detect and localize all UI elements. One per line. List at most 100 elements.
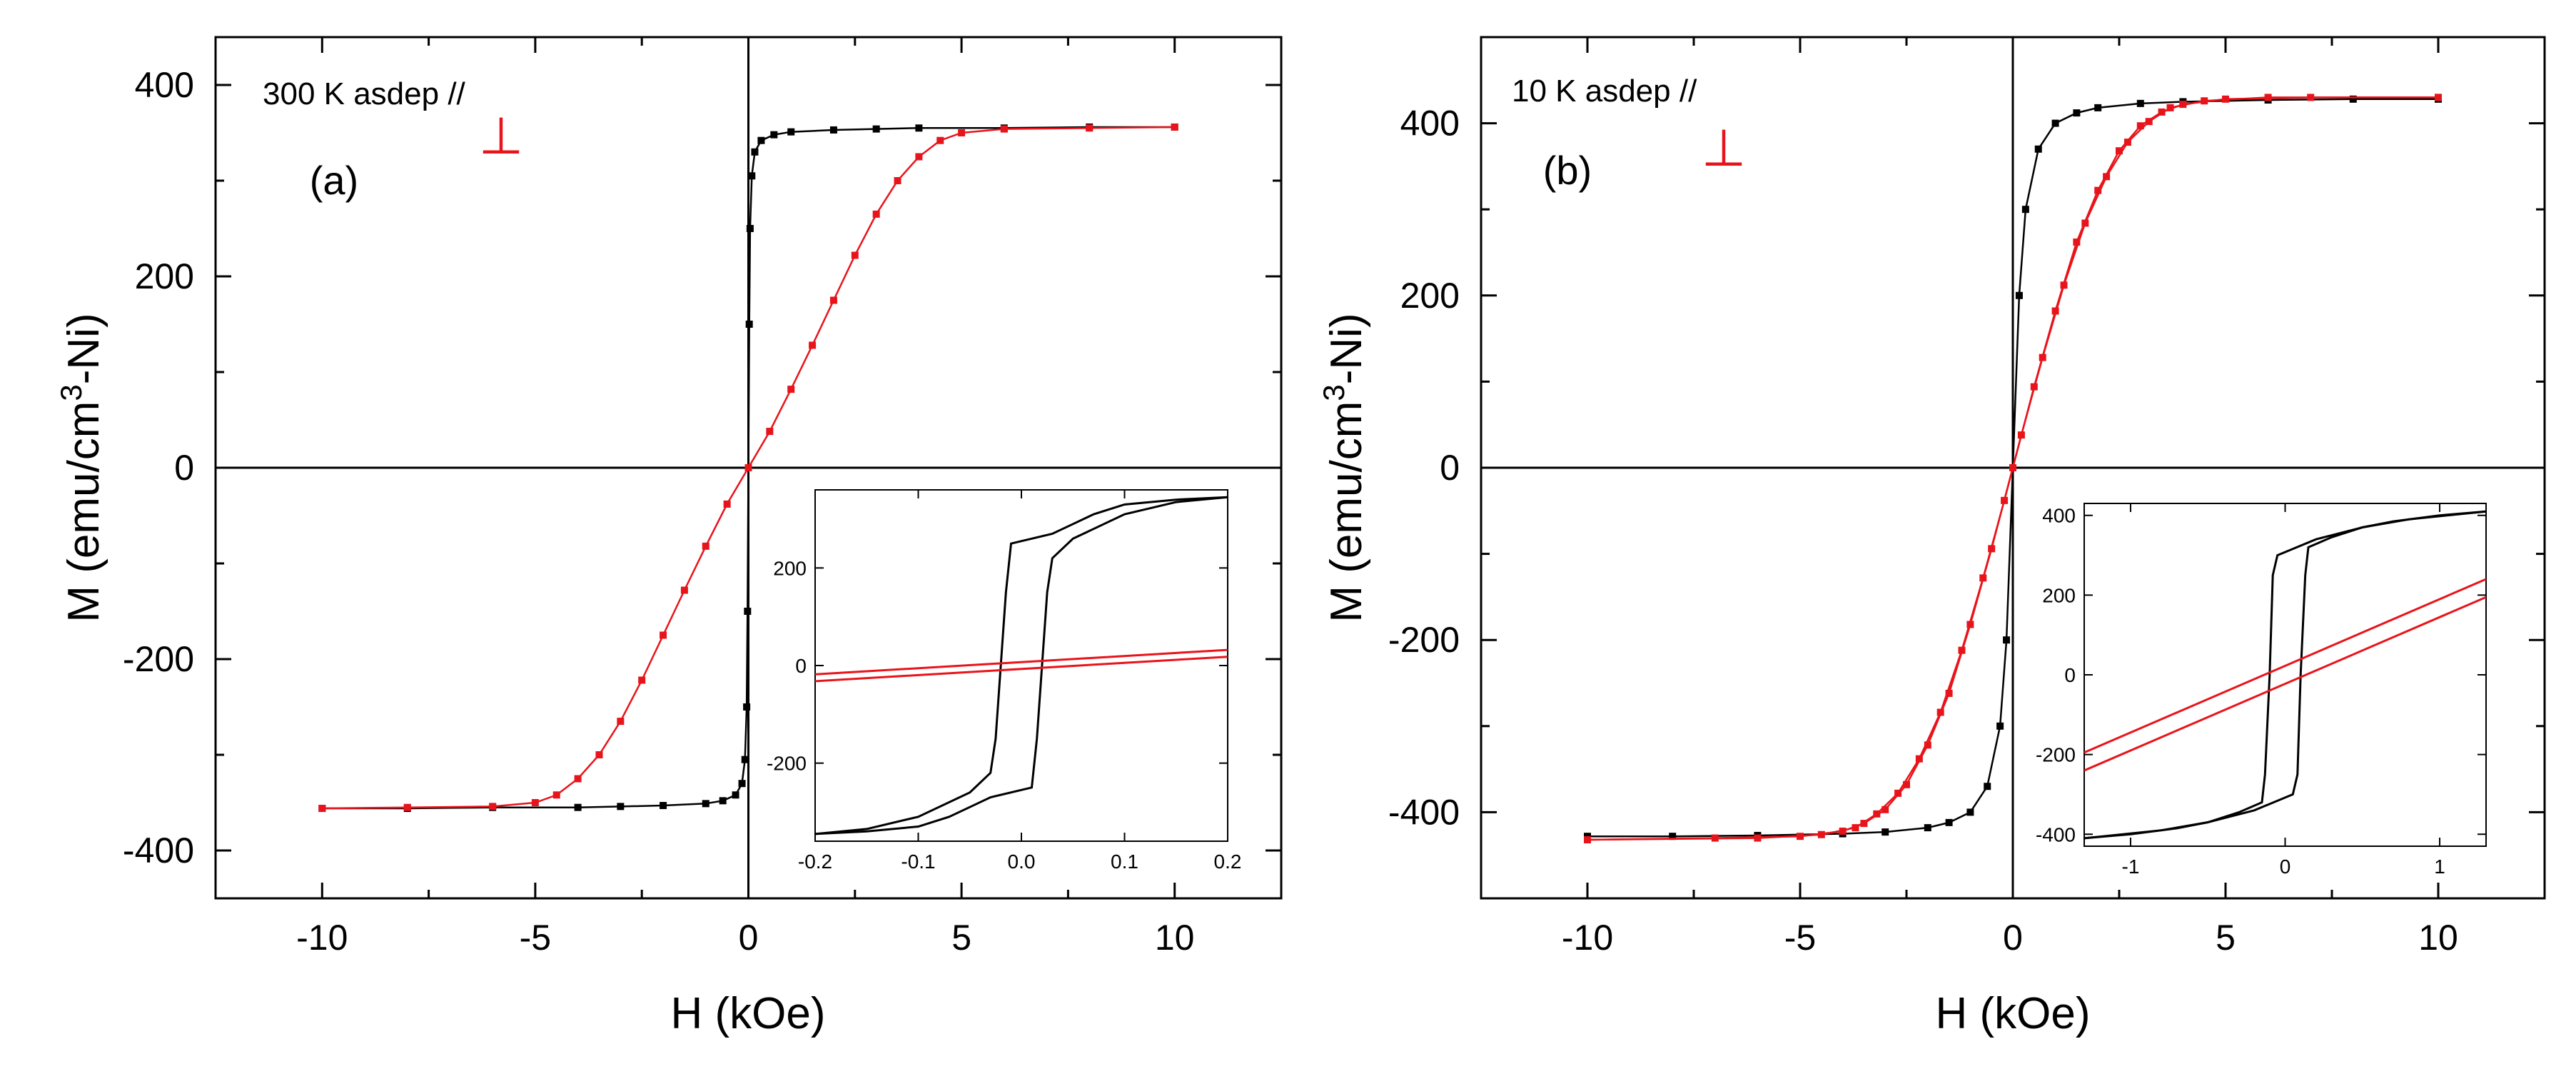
data-point [617, 718, 625, 726]
y-axis-title-part: M (emu/cm [59, 401, 108, 623]
data-point [1711, 834, 1719, 842]
data-point [702, 800, 709, 808]
data-point [1996, 722, 2004, 730]
x-tick-label: 0 [739, 918, 759, 958]
data-point [719, 797, 727, 805]
x-tick-label: -10 [296, 918, 348, 958]
y-tick-label: -400 [123, 830, 194, 870]
legend-annotation: 10 K asdep // [1512, 74, 1697, 109]
inset-y-tick-label: -200 [767, 753, 807, 775]
y-axis-title-part: -Ni) [1322, 313, 1371, 384]
data-point [766, 428, 774, 436]
data-point [1171, 123, 1178, 131]
data-point [1894, 789, 1902, 797]
legend-annotation: 300 K asdep // [263, 76, 466, 111]
data-point [2081, 219, 2089, 227]
data-point [1945, 689, 1953, 697]
y-tick-label: -200 [123, 639, 194, 679]
data-point [851, 251, 859, 259]
y-axis-title-superscript: 3 [54, 384, 88, 401]
inset-frame [2083, 503, 2487, 847]
inset-y-tick-label: 200 [2042, 584, 2076, 606]
data-point [743, 703, 751, 711]
inset-plot: -0.2 -0.1 0.0 0.1 0.2 -200 0 200 [767, 489, 1242, 873]
data-point [2094, 186, 2102, 194]
y-tick-label: 400 [135, 65, 194, 105]
inset-series-line-perpendicular [815, 656, 1228, 683]
inset-x-tick-label: 0 [2280, 855, 2291, 878]
data-point [757, 136, 765, 144]
data-point [1860, 820, 1868, 828]
data-point [744, 608, 752, 615]
y-axis-title-part: -Ni) [59, 313, 108, 384]
data-point [1882, 805, 1889, 813]
data-point [1903, 781, 1910, 788]
data-point [745, 321, 753, 328]
data-point [2021, 206, 2029, 214]
data-point [1988, 545, 1996, 553]
data-point [829, 126, 837, 134]
data-point [2051, 119, 2059, 127]
data-point [660, 631, 667, 639]
data-point [1852, 824, 1859, 832]
x-tick-label: 0 [2003, 918, 2023, 958]
data-point [2094, 104, 2102, 111]
inset-plot: -1 0 1 -400 -200 0 200 400 [2036, 503, 2487, 878]
data-point [1000, 125, 1008, 133]
data-point [2073, 109, 2081, 117]
inset-x-tick-label: 0.2 [1214, 850, 1242, 873]
y-tick-label: -400 [1388, 792, 1460, 832]
data-point [2015, 291, 2023, 299]
data-point [1839, 827, 1847, 835]
data-point [638, 676, 646, 684]
inset-x-tick-label: -1 [2122, 855, 2140, 878]
data-point [2136, 99, 2144, 107]
data-point [723, 500, 731, 508]
data-point [829, 296, 837, 304]
data-point [872, 125, 880, 133]
data-point [702, 542, 709, 550]
data-point [680, 586, 688, 594]
data-point [1966, 621, 1974, 628]
data-point [574, 775, 582, 783]
data-point [2158, 108, 2166, 116]
inset-series-line-perpendicular [2084, 578, 2486, 754]
data-point [660, 802, 667, 810]
data-point [2435, 94, 2442, 101]
data-point [744, 464, 752, 471]
x-tick-label: 5 [2216, 918, 2236, 958]
data-point [1669, 833, 1677, 840]
inset-y-tick-label: -200 [2036, 744, 2076, 766]
inset-y-tick-label: 400 [2042, 505, 2076, 527]
inset-frame [814, 489, 1228, 842]
x-tick-label: -5 [1784, 918, 1816, 958]
inset-series-line-parallel [815, 496, 1228, 835]
data-point [2349, 95, 2357, 103]
data-point [2034, 145, 2042, 153]
data-point [574, 803, 582, 811]
inset-x-tick-label: -0.1 [901, 850, 935, 873]
inset-x-tick-label: 0.1 [1111, 850, 1138, 873]
panel-label: (a) [310, 158, 358, 203]
data-point [1945, 818, 1953, 826]
x-tick-label: 10 [1155, 918, 1195, 958]
perpendicular-symbol: ⊥ [1702, 120, 1747, 177]
data-point [1984, 783, 1991, 791]
data-point [787, 128, 795, 136]
inset-series-line-perpendicular [815, 648, 1228, 676]
data-point [2017, 431, 2025, 439]
x-tick-label: 5 [951, 918, 971, 958]
inset-x-tick-label: 1 [2434, 855, 2445, 878]
data-point [403, 803, 411, 811]
data-point [787, 386, 795, 393]
data-point [318, 805, 326, 813]
data-point [2003, 636, 2011, 644]
data-point [936, 136, 944, 144]
inset-series-line-parallel [2084, 510, 2486, 840]
data-point [595, 751, 603, 758]
data-point [751, 148, 759, 156]
y-tick-label: 200 [1400, 276, 1460, 316]
inset-y-tick-label: 0 [795, 655, 807, 677]
